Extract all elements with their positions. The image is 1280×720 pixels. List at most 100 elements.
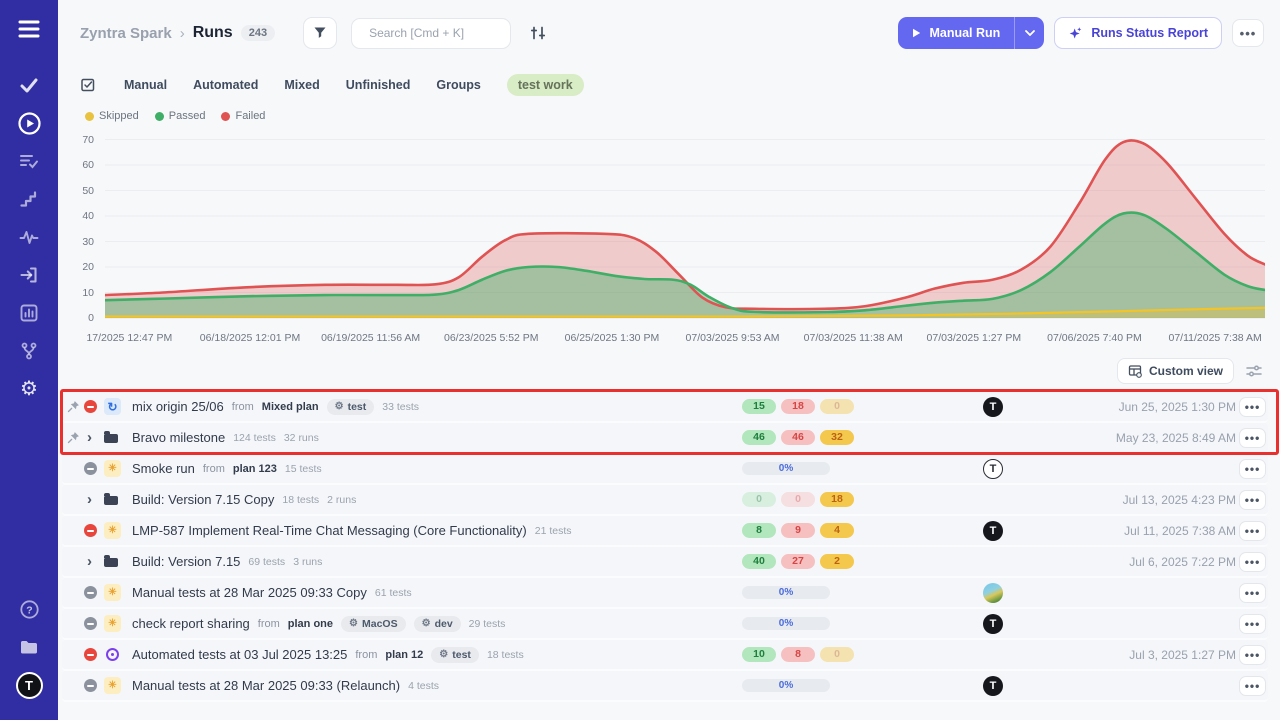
menu-icon[interactable]	[0, 10, 58, 48]
run-row[interactable]: ✳ LMP-587 Implement Real-Time Chat Messag…	[62, 516, 1268, 547]
manual-run-icon: ✳	[104, 677, 121, 694]
assignee-avatar[interactable]: T	[983, 458, 1003, 479]
run-row[interactable]: Automated tests at 03 Jul 2025 13:25 from…	[62, 640, 1268, 671]
steps-icon[interactable]	[0, 180, 58, 218]
runs-view-icon[interactable]	[80, 77, 96, 93]
run-title[interactable]: mix origin 25/06	[132, 399, 224, 414]
top-bar: Zyntra Spark › Runs 243 Manual Run	[80, 16, 1264, 50]
run-title[interactable]: Build: Version 7.15	[132, 554, 241, 569]
run-main: Bravo milestone 124 tests 32 runs	[130, 430, 730, 445]
expand-chevron-icon[interactable]: ›	[87, 553, 92, 570]
run-date: Jul 13, 2025 4:23 PM	[1122, 492, 1236, 507]
run-title[interactable]: Smoke run	[132, 461, 195, 476]
check-icon[interactable]	[0, 66, 58, 104]
plan-link[interactable]: plan one	[287, 617, 334, 630]
y-tick-label: 0	[88, 312, 94, 324]
progress-bar: 0%	[742, 617, 830, 630]
folder-icon[interactable]	[0, 628, 58, 666]
tab-manual[interactable]: Manual	[124, 78, 168, 92]
tab-automated[interactable]: Automated	[193, 78, 259, 92]
sign-in-icon[interactable]	[0, 256, 58, 294]
run-row[interactable]: ✳ Manual tests at 28 Mar 2025 09:33 (Rela…	[62, 671, 1268, 702]
y-tick-label: 30	[82, 235, 94, 248]
run-title[interactable]: Automated tests at 03 Jul 2025 13:25	[132, 647, 348, 662]
row-menu-button[interactable]: •••	[1239, 489, 1266, 510]
status-cell[interactable]: ›	[84, 430, 104, 445]
assignee-avatar[interactable]: T	[983, 520, 1003, 541]
chart-legend: Skipped Passed Failed	[85, 110, 265, 122]
assignee-avatar[interactable]: T	[983, 675, 1003, 696]
row-menu-button[interactable]: •••	[1239, 551, 1266, 572]
tune-icon[interactable]	[525, 17, 551, 49]
tab-test-work[interactable]: test work	[506, 74, 584, 96]
search-box[interactable]	[351, 17, 525, 49]
manual-run-dropdown[interactable]	[1014, 17, 1044, 49]
assignee-avatar[interactable]: T	[983, 613, 1003, 634]
run-title[interactable]: Manual tests at 28 Mar 2025 09:33 Copy	[132, 585, 367, 600]
count-label: 61 tests	[374, 586, 412, 599]
plan-link[interactable]: Mixed plan	[261, 400, 319, 413]
row-menu-button[interactable]: •••	[1239, 427, 1266, 448]
tab-mixed[interactable]: Mixed	[284, 78, 320, 92]
custom-view-button[interactable]: Custom view	[1116, 358, 1234, 384]
row-menu-button[interactable]: •••	[1239, 613, 1266, 634]
y-tick-label: 10	[82, 286, 94, 299]
search-input[interactable]	[369, 26, 525, 40]
user-avatar[interactable]: T	[0, 666, 58, 704]
test-list-icon[interactable]	[0, 142, 58, 180]
run-title[interactable]: Manual tests at 28 Mar 2025 09:33 (Relau…	[132, 678, 401, 693]
runs-status-report-button[interactable]: Runs Status Report	[1054, 17, 1222, 49]
chart-plot[interactable]	[103, 132, 1267, 327]
bar-chart-icon[interactable]	[0, 294, 58, 332]
plan-link[interactable]: plan 12	[385, 648, 424, 661]
expand-chevron-icon[interactable]: ›	[87, 491, 92, 508]
type-cell	[104, 646, 130, 663]
play-circle-icon[interactable]	[0, 104, 58, 142]
help-icon[interactable]: ?	[0, 590, 58, 628]
run-row[interactable]: › Build: Version 7.15 69 tests 3 runs 40 27 2 J…	[62, 547, 1268, 578]
run-main: Build: Version 7.15 Copy 18 tests 2 runs	[130, 492, 730, 507]
assignee-avatar[interactable]	[983, 582, 1003, 603]
status-cell[interactable]: ›	[84, 554, 104, 569]
filter-button[interactable]	[303, 17, 338, 49]
result-badge-yellow: 18	[820, 492, 854, 507]
run-title[interactable]: check report sharing	[132, 616, 250, 631]
run-row[interactable]: › Build: Version 7.15 Copy 18 tests 2 runs 0…	[62, 485, 1268, 516]
run-title[interactable]: Build: Version 7.15 Copy	[132, 492, 275, 507]
pulse-icon[interactable]	[0, 218, 58, 256]
legend-item-passed: Passed	[154, 110, 205, 122]
display-settings-icon[interactable]	[1246, 364, 1262, 378]
custom-view-label: Custom view	[1148, 364, 1223, 378]
expand-chevron-icon[interactable]: ›	[87, 429, 92, 446]
assignee-avatar[interactable]: T	[983, 396, 1003, 417]
header-more-button[interactable]: •••	[1232, 19, 1264, 47]
result-badge-red: 0	[781, 492, 815, 507]
tab-unfinished[interactable]: Unfinished	[345, 78, 411, 92]
row-menu-button[interactable]: •••	[1239, 396, 1266, 417]
row-menu-button[interactable]: •••	[1239, 644, 1266, 665]
row-menu-button[interactable]: •••	[1239, 458, 1266, 479]
status-cell	[84, 617, 104, 630]
manual-run-button[interactable]: Manual Run	[898, 17, 1045, 49]
plan-link[interactable]: plan 123	[232, 462, 277, 475]
run-row[interactable]: ✳ Smoke run from plan 123 15 tests 0% T •••	[62, 454, 1268, 485]
y-tick-label: 60	[82, 159, 94, 171]
run-row[interactable]: ✳ check report sharing from plan one ⚙ MacOS ⚙…	[62, 609, 1268, 640]
tab-groups[interactable]: Groups	[436, 78, 481, 92]
pin-icon	[67, 401, 79, 413]
row-menu-button[interactable]: •••	[1239, 582, 1266, 603]
avatar-cell: T	[882, 613, 1104, 634]
row-menu-button[interactable]: •••	[1239, 675, 1266, 696]
row-menu-button[interactable]: •••	[1239, 520, 1266, 541]
branch-icon[interactable]	[0, 332, 58, 370]
run-row[interactable]: ↻ mix origin 25/06 from Mixed plan ⚙ test 33 t…	[62, 392, 1268, 423]
run-row[interactable]: › Bravo milestone 124 tests 32 runs 46 46 32 Ma…	[62, 423, 1268, 454]
run-main: Automated tests at 03 Jul 2025 13:25 from…	[130, 646, 730, 663]
run-title[interactable]: LMP-587 Implement Real-Time Chat Messagi…	[132, 523, 527, 538]
run-row[interactable]: ✳ Manual tests at 28 Mar 2025 09:33 Copy 6…	[62, 578, 1268, 609]
gear-icon[interactable]: ⚙	[20, 378, 38, 400]
status-cell[interactable]: ›	[84, 492, 104, 507]
run-title[interactable]: Bravo milestone	[132, 430, 226, 445]
breadcrumb-project[interactable]: Zyntra Spark	[80, 24, 172, 42]
